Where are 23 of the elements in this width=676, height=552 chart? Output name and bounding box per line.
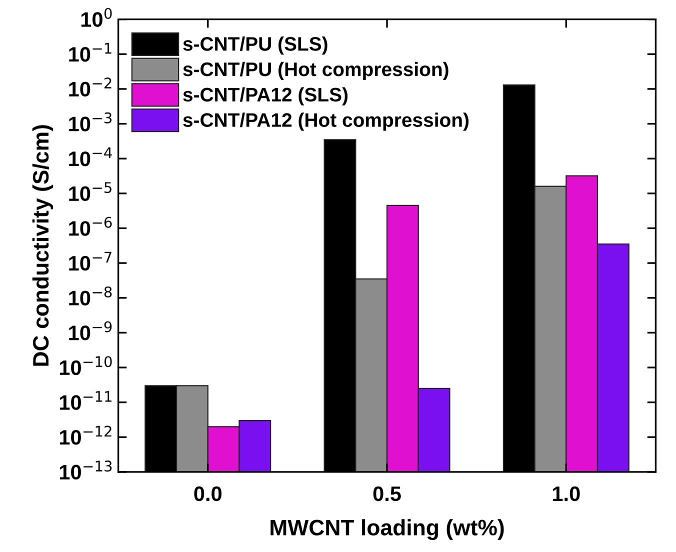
- y-tick-label: 10$^{−12}$: [60, 426, 112, 445]
- x-tick-label: 0.5: [373, 486, 401, 502]
- y-tick-label: 10$^{−7}$: [69, 252, 112, 271]
- legend-label: s-CNT/PU (SLS): [183, 36, 328, 55]
- y-tick-label: 10$^{0}$: [81, 8, 112, 27]
- y-tick-label: 10$^{−8}$: [69, 286, 112, 306]
- y-tick-label: 10$^{−5}$: [69, 182, 112, 202]
- y-tick-label: 10$^{−13}$: [60, 460, 112, 480]
- y-tick-label: 10$^{−11}$: [60, 391, 112, 410]
- y-tick-label: 10$^{−6}$: [69, 216, 112, 236]
- y-tick-label: 10$^{−4}$: [69, 147, 112, 166]
- x-axis-title: MWCNT loading (wt%): [270, 519, 504, 540]
- y-tick-label: 10$^{−1}$: [69, 42, 112, 62]
- legend-label: s-CNT/PU (Hot compression): [183, 62, 448, 80]
- x-tick-label: 0.0: [194, 486, 222, 502]
- y-tick-label: 10$^{−2}$: [69, 78, 112, 97]
- x-tick-label: 1.0: [552, 486, 580, 502]
- legend-label: s-CNT/PA12 (Hot compression): [183, 112, 469, 131]
- legend-label: s-CNT/PA12 (SLS): [183, 87, 348, 106]
- y-tick-label: 10$^{−9}$: [69, 321, 112, 340]
- y-axis-title: DC conductivity (S/cm): [32, 125, 54, 366]
- y-tick-label: 10$^{−3}$: [69, 112, 112, 132]
- y-tick-label: 10$^{−10}$: [60, 356, 112, 376]
